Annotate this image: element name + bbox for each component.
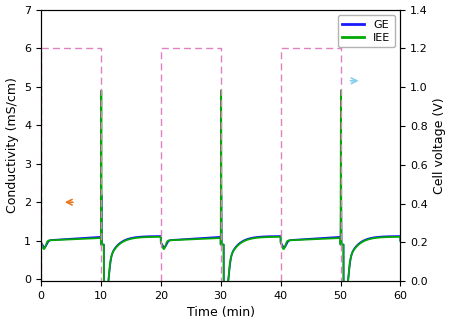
GE — [243, 238, 248, 241]
GE — [45, 240, 51, 244]
GE — [222, 299, 227, 303]
GE — [397, 239, 402, 243]
GE — [38, 240, 44, 244]
GE — [107, 266, 112, 270]
IEE — [397, 239, 402, 243]
IEE — [372, 236, 377, 240]
IEE — [38, 240, 44, 244]
GE — [372, 235, 377, 239]
Line: GE: GE — [41, 194, 400, 301]
IEE — [45, 239, 51, 243]
IEE — [40, 244, 45, 248]
IEE — [107, 264, 112, 267]
GE — [98, 192, 104, 196]
IEE — [243, 239, 248, 242]
Y-axis label: Cell voltage (V): Cell voltage (V) — [433, 97, 446, 194]
IEE — [391, 235, 397, 239]
X-axis label: Time (min): Time (min) — [186, 306, 254, 319]
Line: IEE: IEE — [41, 90, 400, 304]
Y-axis label: Conductivity (mS/cm): Conductivity (mS/cm) — [5, 77, 18, 213]
Legend: GE, IEE: GE, IEE — [337, 15, 394, 47]
IEE — [98, 88, 104, 92]
IEE — [222, 302, 227, 306]
GE — [391, 234, 397, 238]
GE — [40, 243, 45, 247]
